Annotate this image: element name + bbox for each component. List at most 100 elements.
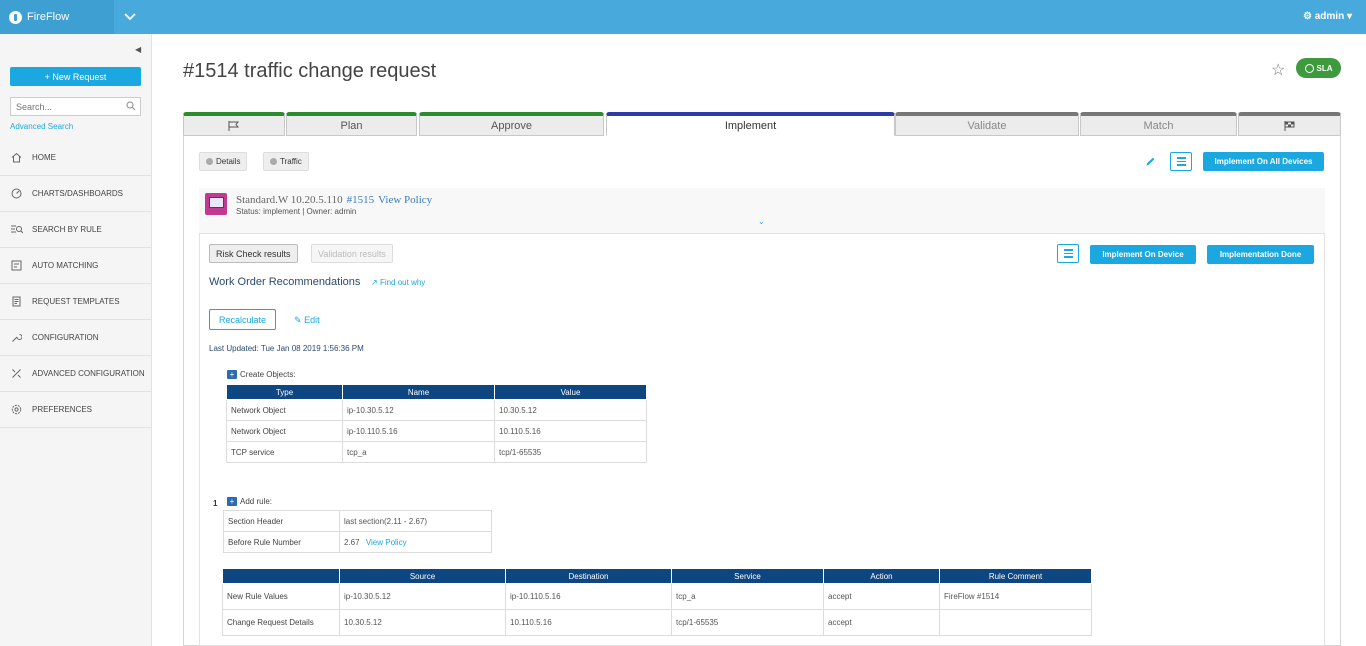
column-header: Name [342, 384, 495, 400]
device-status: Status: implement | Owner: admin [236, 207, 357, 216]
pencil-icon: ✎ [294, 315, 302, 325]
expand-chevron-icon[interactable]: ⌄ [758, 217, 765, 226]
tab-validate[interactable]: Validate [895, 112, 1079, 136]
table-cell: ip-10.110.5.16 [342, 420, 495, 442]
implement-all-devices-button[interactable]: Implement On All Devices [1203, 152, 1324, 171]
table-row: Network Object ip-10.30.5.12 10.30.5.12 [226, 399, 647, 421]
search-rule-icon [10, 223, 23, 236]
table-cell: tcp/1-65535 [494, 441, 647, 463]
sidebar-item-advanced-configuration[interactable]: ADVANCED CONFIGURATION [0, 356, 151, 392]
create-objects-label[interactable]: + Create Objects: [227, 370, 296, 379]
implement-on-device-button[interactable]: Implement On Device [1090, 245, 1196, 264]
search-icon[interactable] [126, 101, 136, 111]
menu-button[interactable] [1170, 152, 1192, 171]
device-header [199, 188, 1325, 234]
table-row: Before Rule Number 2.67 View Policy [223, 531, 492, 553]
advanced-search-link[interactable]: Advanced Search [10, 122, 74, 131]
table-cell [939, 609, 1092, 636]
expand-plus-icon[interactable]: + [227, 497, 237, 506]
external-link-icon: ↗ [371, 278, 378, 287]
sidebar-item-home[interactable]: HOME [0, 140, 151, 176]
edit-label: Edit [304, 315, 320, 325]
table-cell: tcp_a [342, 441, 495, 463]
menu-line [1176, 157, 1186, 159]
sidebar-item-charts[interactable]: CHARTS/DASHBOARDS [0, 176, 151, 212]
table-cell: 10.110.5.16 [505, 609, 672, 636]
sidebar-item-auto-matching[interactable]: AUTO MATCHING [0, 248, 151, 284]
view-policy-link[interactable]: View Policy [365, 537, 407, 547]
search-box [10, 97, 141, 116]
expand-plus-icon[interactable]: + [227, 370, 237, 379]
tab-match[interactable]: Match [1080, 112, 1237, 136]
add-rule-text: Add rule: [240, 497, 273, 506]
table-cell: TCP service [226, 441, 343, 463]
column-header: Destination [505, 568, 672, 584]
flag-icon [228, 120, 240, 131]
sidebar-item-label: AUTO MATCHING [32, 261, 99, 270]
auto-matching-icon [10, 259, 23, 272]
chevron-down-icon[interactable] [124, 8, 136, 24]
sla-badge[interactable]: SLA [1296, 58, 1341, 78]
table-row: Change Request Details 10.30.5.12 10.110… [222, 609, 1092, 636]
sidebar-item-label: PREFERENCES [32, 405, 93, 414]
table-cell: ip-10.30.5.12 [342, 399, 495, 421]
device-request-link[interactable]: #1515 [346, 194, 375, 206]
tab-finish[interactable] [1238, 112, 1341, 136]
device-menu-button[interactable] [1057, 244, 1079, 263]
tab-approve[interactable]: Approve [419, 112, 604, 136]
table-cell: Change Request Details [222, 609, 340, 636]
table-cell: ip-10.30.5.12 [339, 583, 506, 610]
rule-values-table: Source Destination Service Action Rule C… [222, 568, 1092, 636]
tab-implement[interactable]: Implement [606, 112, 895, 136]
search-input[interactable] [11, 98, 121, 115]
brand[interactable]: FireFlow [0, 0, 114, 34]
gear-icon [10, 403, 23, 416]
view-policy-link[interactable]: View Policy [378, 194, 433, 206]
details-toggle[interactable]: Details [199, 152, 248, 171]
sidebar-item-search-by-rule[interactable]: SEARCH BY RULE [0, 212, 151, 248]
caret-down-icon: ▾ [1346, 11, 1352, 22]
wrench-icon [10, 331, 23, 344]
tab-plan[interactable]: Plan [286, 112, 417, 136]
risk-check-button[interactable]: Risk Check results [209, 244, 298, 263]
collapse-sidebar-icon[interactable]: ◀ [135, 45, 142, 54]
template-icon [10, 295, 23, 308]
menu-line [1176, 160, 1186, 163]
fireflow-logo-icon [9, 10, 22, 24]
table-cell: ip-10.110.5.16 [505, 583, 672, 610]
table-cell: tcp/1-65535 [671, 609, 824, 636]
dashboard-icon [10, 187, 23, 200]
add-rule-label[interactable]: + Add rule: [227, 497, 272, 506]
tab-start[interactable] [183, 112, 285, 136]
table-cell: Network Object [226, 399, 343, 421]
menu-line [1063, 249, 1073, 251]
find-out-why-link[interactable]: ↗ Find out why [371, 278, 425, 287]
table-cell: Section Header [223, 510, 340, 532]
recalculate-button[interactable]: Recalculate [209, 309, 276, 330]
table-cell: accept [823, 583, 940, 610]
gear-icon: ⚙ [1302, 11, 1312, 22]
find-out-why-label: Find out why [379, 278, 426, 287]
sidebar-item-configuration[interactable]: CONFIGURATION [0, 320, 151, 356]
sidebar-item-preferences[interactable]: PREFERENCES [0, 392, 151, 428]
menu-line [1176, 164, 1186, 166]
table-cell: accept [823, 609, 940, 636]
validation-results-button[interactable]: Validation results [311, 244, 393, 263]
column-header: Service [671, 568, 824, 584]
traffic-label: Traffic [280, 157, 302, 166]
star-icon[interactable]: ☆ [1271, 62, 1286, 79]
firewall-device-icon [205, 193, 227, 215]
implementation-done-button[interactable]: Implementation Done [1207, 245, 1314, 264]
table-row: New Rule Values ip-10.30.5.12 ip-10.110.… [222, 583, 1092, 610]
table-cell: last section(2.11 - 2.67) [339, 510, 492, 532]
edit-link[interactable]: ✎ Edit [294, 315, 320, 326]
user-menu[interactable]: ⚙ admin ▾ [1303, 11, 1352, 22]
rule-number: 1 [213, 499, 218, 508]
tools-icon [10, 367, 23, 380]
menu-line [1063, 252, 1073, 255]
table-cell: 10.110.5.16 [494, 420, 647, 442]
new-request-button[interactable]: + New Request [10, 67, 141, 86]
sidebar-item-request-templates[interactable]: REQUEST TEMPLATES [0, 284, 151, 320]
traffic-toggle[interactable]: Traffic [263, 152, 309, 171]
pencil-icon[interactable] [1145, 156, 1156, 167]
